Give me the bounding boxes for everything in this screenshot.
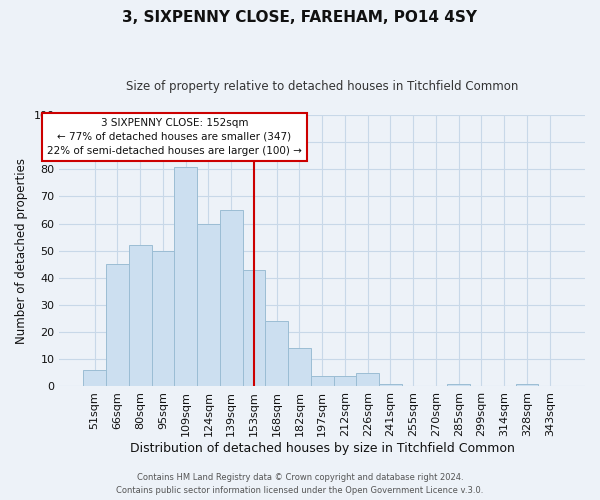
Bar (356, 373, 379, 386)
Bar (83, 370, 106, 386)
Bar (152, 250, 175, 386)
Bar (311, 376, 334, 386)
Bar (288, 348, 311, 387)
Text: 3, SIXPENNY CLOSE, FAREHAM, PO14 4SY: 3, SIXPENNY CLOSE, FAREHAM, PO14 4SY (122, 10, 478, 25)
Bar (265, 322, 288, 386)
Bar (129, 246, 152, 386)
X-axis label: Distribution of detached houses by size in Titchfield Common: Distribution of detached houses by size … (130, 442, 515, 455)
Bar (379, 384, 402, 386)
Bar (220, 210, 242, 386)
Bar (448, 384, 470, 386)
Bar (197, 224, 220, 386)
Title: Size of property relative to detached houses in Titchfield Common: Size of property relative to detached ho… (126, 80, 518, 93)
Bar (515, 384, 538, 386)
Bar (106, 264, 129, 386)
Text: Contains HM Land Registry data © Crown copyright and database right 2024.
Contai: Contains HM Land Registry data © Crown c… (116, 474, 484, 495)
Bar (242, 270, 265, 386)
Text: 3 SIXPENNY CLOSE: 152sqm
← 77% of detached houses are smaller (347)
22% of semi-: 3 SIXPENNY CLOSE: 152sqm ← 77% of detach… (47, 118, 302, 156)
Y-axis label: Number of detached properties: Number of detached properties (15, 158, 28, 344)
Bar (175, 166, 197, 386)
Bar (334, 376, 356, 386)
